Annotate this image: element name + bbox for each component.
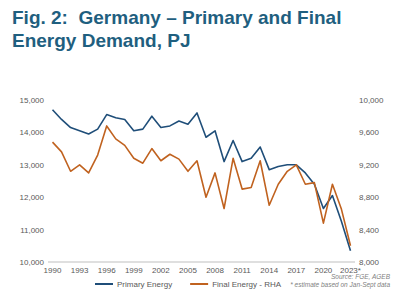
y-tick-label: 13,000 <box>20 161 45 170</box>
y2-tick-label: 9,600 <box>359 128 380 137</box>
x-tick-label: 1990 <box>44 266 62 275</box>
y-tick-label: 12,000 <box>20 193 45 202</box>
legend-label: Primary Energy <box>117 280 172 289</box>
legend-swatch <box>95 283 113 285</box>
x-tick-label: 1996 <box>98 266 116 275</box>
x-tick-label: 2002 <box>152 266 170 275</box>
y2-tick-label: 9,200 <box>359 161 380 170</box>
y2-tick-label: 8,400 <box>359 226 380 235</box>
legend-label: Final Energy - RHA <box>212 280 282 289</box>
series-line <box>53 126 351 246</box>
source: Source: FGE, AGEB <box>331 273 391 280</box>
x-tick-label: 2011 <box>234 266 252 275</box>
x-tick-label: 2005 <box>179 266 197 275</box>
title: Fig. 2: Germany – Primary and Final Ener… <box>12 6 342 52</box>
x-tick-label: 1999 <box>125 266 143 275</box>
note: * estimate based on Jan-Sept data <box>290 281 390 289</box>
y2-tick-label: 8,000 <box>359 258 380 267</box>
legend-swatch <box>190 283 208 285</box>
x-tick-label: 2017 <box>287 266 305 275</box>
chart: 10,000 11,000 12,000 13,000 14,000 15,000 8,00… <box>0 0 400 295</box>
x-axis <box>48 262 355 263</box>
y2-tick-label: 10,000 <box>359 96 384 105</box>
y-tick-label: 15,000 <box>20 96 45 105</box>
x-tick-label: 2008 <box>206 266 224 275</box>
y-tick-label: 10,000 <box>20 258 45 267</box>
y-tick-label: 11,000 <box>20 226 44 235</box>
y-tick-label: 14,000 <box>20 128 45 137</box>
series-line <box>53 110 351 251</box>
y2-tick-label: 8,800 <box>359 193 380 202</box>
plot-lines <box>53 110 351 251</box>
x-tick-label: 2014 <box>260 266 278 275</box>
x-tick-label: 1993 <box>71 266 89 275</box>
